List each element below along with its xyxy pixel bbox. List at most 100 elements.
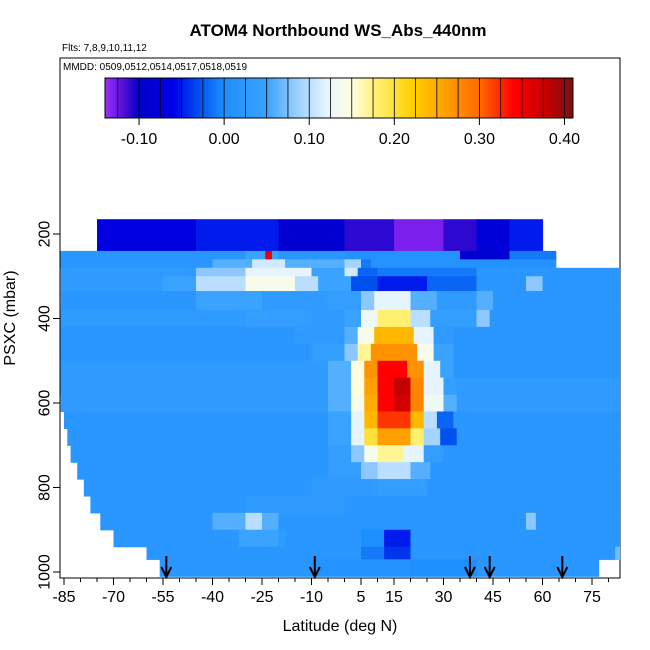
heatmap-cell	[410, 411, 425, 429]
heatmap-cell	[196, 291, 263, 311]
heatmap-cell	[328, 360, 352, 379]
heatmap-cell	[196, 267, 247, 277]
heatmap-cell	[443, 377, 458, 396]
heatmap-cell	[351, 394, 365, 413]
heatmap-cell	[460, 250, 511, 260]
heatmap-cell	[377, 428, 412, 446]
x-tick-label: 15	[385, 589, 403, 606]
heatmap-cell	[60, 360, 329, 379]
flight-arrows	[160, 556, 569, 580]
heatmap-cell	[489, 310, 621, 328]
heatmap-cell	[159, 559, 313, 577]
heatmap-cell	[427, 276, 478, 292]
heatmap-cell	[295, 276, 319, 292]
colorbar-tick-label: 0.10	[294, 131, 325, 148]
heatmap-cell	[377, 360, 408, 379]
heatmap-cell	[252, 259, 286, 269]
heatmap-cell	[318, 276, 352, 292]
heatmap-cell	[60, 394, 329, 413]
flight-arrow	[160, 556, 173, 580]
heatmap-cell	[70, 445, 329, 463]
flight-arrow	[556, 556, 569, 580]
heatmap-cell	[436, 411, 454, 429]
y-tick-label: 800	[37, 474, 54, 501]
colorbar-lines	[117, 78, 565, 118]
y-tick-label: 200	[37, 221, 54, 248]
heatmap-cell	[361, 291, 375, 311]
heatmap-cell	[278, 512, 527, 531]
heatmap-cell	[456, 428, 621, 446]
flight-arrow	[464, 556, 476, 580]
heatmap-cell	[238, 529, 280, 548]
heatmap-cell	[410, 310, 431, 328]
colorbar-tick-label: -0.10	[121, 131, 158, 148]
y-tick-label: 1000	[37, 554, 54, 590]
heatmap-cell	[476, 276, 527, 292]
heatmap-cell	[344, 267, 359, 277]
heatmap-cell	[377, 377, 395, 396]
heatmap-cell	[476, 219, 511, 252]
x-axis-label: Latitude (deg N)	[283, 618, 398, 635]
heatmap-cell	[60, 276, 164, 292]
heatmap-cell	[60, 310, 247, 328]
chart-title: ATOM4 Northbound WS_Abs_440nm	[190, 21, 487, 40]
heatmap-cell	[245, 267, 313, 277]
heatmap-cell	[364, 377, 379, 396]
heatmap-cell	[344, 250, 461, 260]
colorbar	[104, 77, 574, 119]
heatmap-cell	[212, 512, 247, 531]
heatmap-cell	[364, 411, 379, 429]
heatmap-cell	[456, 377, 621, 396]
heatmap-cell	[90, 495, 247, 514]
heatmap-cell	[351, 411, 365, 429]
heatmap-cell	[410, 291, 438, 311]
heatmap-cell	[361, 462, 379, 480]
heatmap-cell	[285, 259, 346, 269]
heatmap-cell	[351, 360, 365, 379]
heatmap-cell	[311, 310, 346, 328]
x-tick-label: -40	[201, 589, 224, 606]
heatmap-cell	[60, 267, 197, 277]
heatmap-cell	[60, 291, 197, 311]
heatmap-cell	[476, 310, 491, 328]
heatmap-cell	[443, 219, 478, 252]
heatmap-cell	[163, 276, 197, 292]
heatmap-cell	[262, 512, 280, 531]
heatmap-cell	[423, 411, 438, 429]
heatmap-cell	[311, 343, 346, 362]
heatmap	[60, 219, 621, 577]
y-tick-label: 400	[37, 305, 54, 332]
heatmap-cell	[351, 276, 379, 292]
heatmap-cell	[245, 250, 266, 260]
x-tick-label: 45	[484, 589, 502, 606]
heatmap-cell	[423, 360, 441, 379]
x-tick-label: -85	[52, 589, 75, 606]
heatmap-cell	[417, 343, 435, 362]
heatmap-cell	[285, 529, 362, 548]
heatmap-cell	[278, 529, 286, 548]
heatmap-cell	[370, 259, 557, 269]
heatmap-cell	[526, 512, 537, 531]
heatmap-cell	[278, 219, 346, 252]
heatmap-cell	[328, 411, 352, 429]
heatmap-cell	[542, 276, 621, 292]
heatmap-cell	[423, 428, 441, 446]
x-tick-label: 30	[435, 589, 453, 606]
heatmap-cell	[410, 462, 431, 480]
flight-arrow	[483, 556, 496, 580]
heatmap-cell	[423, 377, 445, 396]
heatmap-cell	[295, 326, 346, 345]
heatmap-cell	[271, 250, 280, 260]
heatmap-cell	[361, 310, 379, 328]
heatmap-cell	[456, 394, 621, 413]
heatmap-cell	[410, 559, 478, 577]
heatmap-cell	[328, 445, 352, 463]
heatmap-cell	[440, 360, 454, 379]
x-tick-label: 60	[534, 589, 552, 606]
heatmap-cell	[410, 428, 425, 446]
heatmap-cell	[60, 326, 296, 345]
heatmap-cell	[328, 394, 352, 413]
heatmap-cell	[83, 479, 313, 497]
colorbar-tick-label: 0.40	[549, 131, 580, 148]
heatmap-cell	[344, 326, 359, 345]
